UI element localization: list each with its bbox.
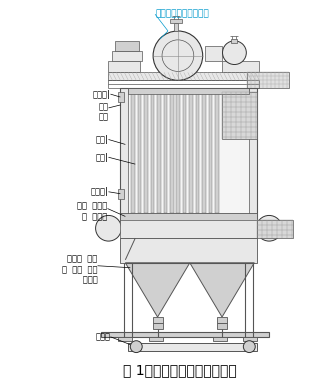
Bar (101, 332, 269, 337)
Circle shape (222, 41, 246, 65)
Polygon shape (125, 263, 190, 317)
Circle shape (256, 215, 282, 241)
Bar (215, 92, 219, 214)
Text: 输灰机: 输灰机 (96, 332, 111, 341)
Text: 花板  检修平
台  进气管: 花板 检修平 台 进气管 (77, 202, 108, 221)
Bar (202, 92, 206, 214)
Bar (109, 60, 140, 73)
Bar (221, 92, 257, 139)
Bar (128, 343, 257, 351)
Bar (149, 337, 163, 341)
Bar (221, 60, 259, 73)
Bar (138, 92, 141, 214)
Bar (217, 317, 227, 323)
Bar (109, 73, 259, 80)
Text: 顶板
平台: 顶板 平台 (99, 102, 109, 122)
Bar (170, 92, 174, 214)
Bar (121, 214, 257, 222)
Bar (164, 92, 167, 214)
Bar (131, 92, 135, 214)
Bar (189, 92, 193, 214)
Bar (208, 92, 212, 214)
Bar (231, 39, 237, 43)
Bar (213, 337, 227, 341)
Bar (153, 323, 163, 329)
Bar (119, 337, 132, 341)
Circle shape (130, 341, 142, 353)
Text: 外壳|: 外壳| (96, 135, 109, 144)
Bar (217, 323, 227, 329)
Text: 图 1分室反吹袋式除尘器结构: 图 1分室反吹袋式除尘器结构 (123, 363, 237, 377)
Bar (257, 220, 293, 238)
Bar (170, 19, 182, 23)
Polygon shape (190, 263, 254, 317)
Text: 检查门|: 检查门| (91, 187, 109, 196)
Bar (113, 51, 142, 60)
Text: 滤袋|: 滤袋| (96, 153, 109, 162)
Text: 检查门|: 检查门| (93, 90, 111, 99)
Bar (153, 317, 163, 323)
Circle shape (153, 31, 203, 80)
Bar (174, 23, 178, 31)
Bar (196, 92, 199, 214)
Text: 导流板  检查
孔  灰斗  双级
      卸灰阀: 导流板 检查 孔 灰斗 双级 卸灰阀 (62, 255, 98, 285)
Bar (243, 337, 257, 341)
Bar (119, 189, 124, 199)
Bar (183, 92, 186, 214)
Bar (151, 92, 154, 214)
Bar (119, 92, 124, 102)
Text: 反吹风管调节阀排气管: 反吹风管调节阀排气管 (155, 10, 209, 19)
Bar (128, 88, 249, 94)
Bar (247, 73, 289, 88)
Bar (157, 92, 161, 214)
Bar (176, 92, 180, 214)
Bar (121, 238, 257, 263)
Bar (121, 220, 257, 238)
Bar (116, 41, 139, 51)
Bar (121, 88, 257, 228)
Bar (205, 46, 221, 60)
Circle shape (96, 215, 122, 241)
Bar (144, 92, 148, 214)
Circle shape (243, 341, 255, 353)
Bar (128, 88, 249, 228)
